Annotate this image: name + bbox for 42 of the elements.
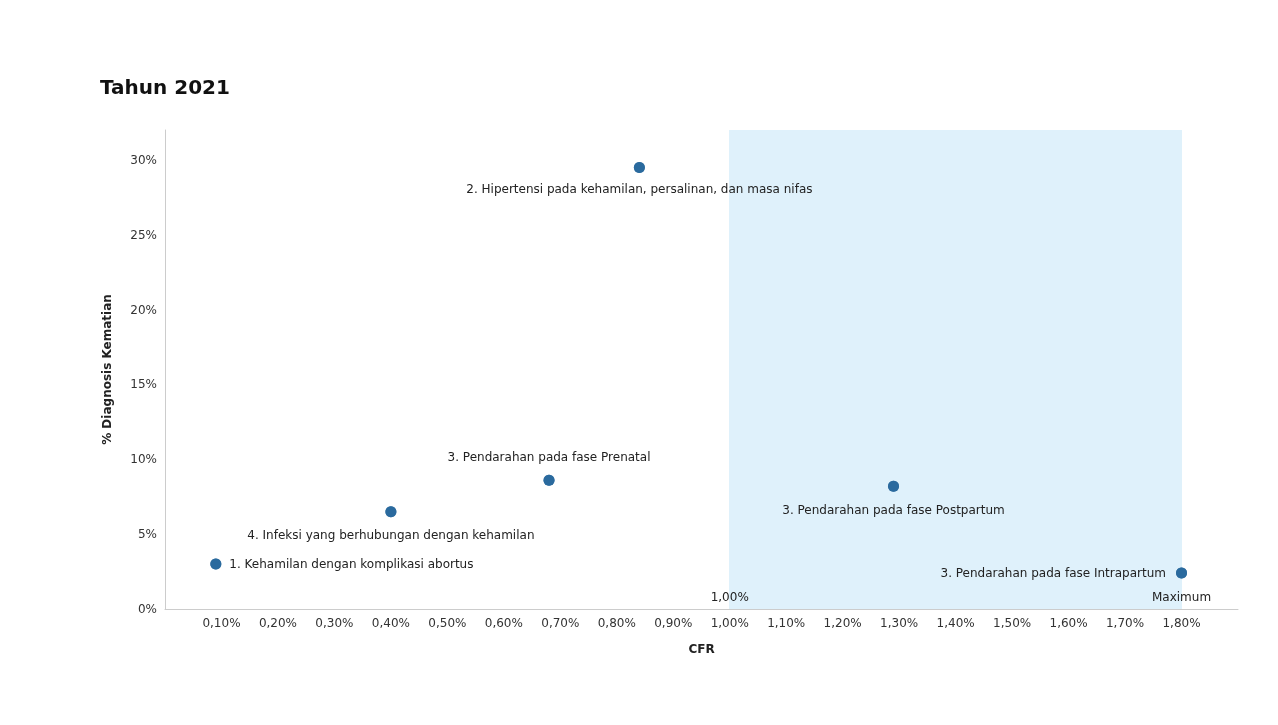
point (210, 558, 222, 570)
y-tick-label: 25% (130, 227, 157, 242)
y-tick-label: 20% (130, 302, 157, 317)
y-tick-label: 15% (130, 377, 157, 392)
x-tick-label: 1,40% (936, 616, 975, 630)
point (888, 480, 900, 492)
annotation: 3. Pendarahan pada fase Intrapartum (940, 566, 1167, 581)
point (1176, 567, 1188, 579)
x-tick-label: 0,10% (202, 616, 241, 630)
x-tick-label: 0,90% (654, 616, 693, 630)
x-tick-label: 1,00% (710, 616, 749, 630)
x-tick-label: 1,10% (767, 616, 806, 630)
x-tick-label: 1,70% (1105, 616, 1145, 630)
x-tick-label: 1,30% (880, 616, 919, 630)
x-tick-label: 1,80% (1162, 616, 1201, 630)
x-tick-label: 1,50% (993, 616, 1032, 630)
point (543, 474, 555, 486)
annotation: 3. Pendarahan pada fase Prenatal (447, 449, 651, 464)
y-tick-label: 5% (137, 527, 157, 542)
annotation: 4. Infeksi yang berhubungan dengan kehamilan (247, 528, 535, 543)
x-tick-label: 1,60% (1049, 616, 1088, 630)
x-tick-label: 0,50% (428, 616, 467, 630)
x-tick-label: 0,20% (258, 616, 298, 630)
ref-line-label: Maximum (1151, 590, 1212, 604)
y-axis-title: % Diagnosis Kematian (100, 294, 114, 445)
chart-title: Tahun 2021 (100, 75, 230, 99)
y-tick-label: 10% (130, 452, 157, 467)
y-tick-label: 0% (137, 602, 157, 616)
x-tick-label: 0,70% (541, 616, 580, 630)
x-tick-label: 0,30% (315, 616, 354, 630)
x-tick-label: 0,80% (597, 616, 636, 630)
annotation: 2. Hipertensi pada kehamilan, persalinan, dan masa nifas (466, 181, 813, 196)
point (385, 506, 397, 518)
annotation: 1. Kehamilan dengan komplikasi abortus (229, 557, 474, 572)
x-axis-title: CFR (688, 642, 715, 656)
point (633, 161, 645, 173)
x-tick-label: 0,60% (484, 616, 523, 630)
ref-line-label: 1,00% (710, 590, 749, 604)
x-tick-label: 0,40% (371, 616, 410, 630)
y-tick-label: 30% (130, 152, 157, 167)
x-tick-label: 1,20% (823, 616, 862, 630)
annotation: 3. Pendarahan pada fase Postpartum (782, 502, 1005, 517)
